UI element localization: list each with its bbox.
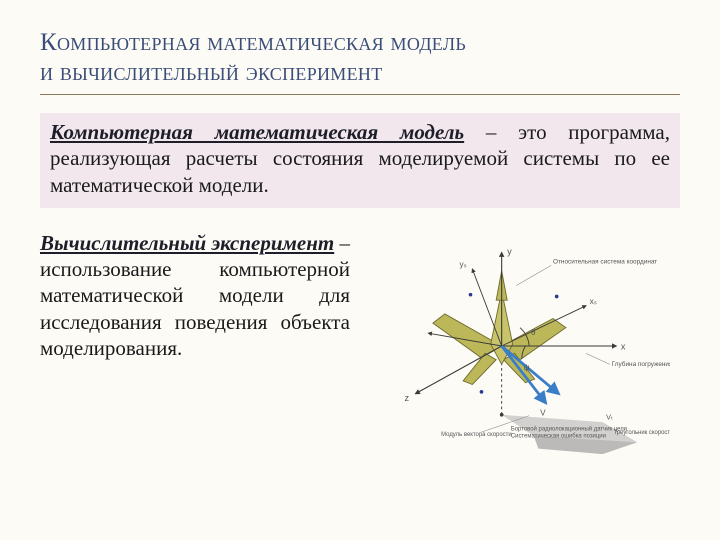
slide: Компьютерная математическая модель и выч… bbox=[0, 0, 720, 540]
label-rel-coord: Относительная система координат bbox=[553, 258, 657, 265]
definition-2-term: Вычислительный эксперимент bbox=[40, 231, 334, 255]
row-2: Вычислительный эксперимент – использован… bbox=[40, 230, 680, 456]
ground-origin-dot bbox=[500, 413, 504, 417]
axis-z bbox=[416, 346, 502, 394]
axis-ys-label: yₛ bbox=[460, 260, 467, 269]
label-depth: Глубина погружения bbox=[612, 360, 670, 368]
axis-z-label: z bbox=[405, 393, 410, 403]
dot-3 bbox=[480, 390, 484, 394]
label-rel-coord-t: Относительная система координат bbox=[553, 258, 657, 265]
leader-rel bbox=[516, 265, 551, 285]
title-line-1: Компьютерная математическая модель bbox=[40, 29, 466, 56]
dot-2 bbox=[555, 294, 559, 298]
axis-vt-label: Vₜ bbox=[606, 412, 613, 421]
diagram-container: x y z xₛ yₛ V θ ψ bbox=[360, 230, 680, 456]
title-rule bbox=[40, 94, 680, 95]
definition-1-box: Компьютерная математическая модель – это… bbox=[40, 113, 680, 208]
angle-psi-label: ψ bbox=[524, 363, 530, 372]
axis-v-label: V bbox=[540, 408, 546, 417]
dot-1 bbox=[469, 293, 473, 297]
title-line-2: и вычислительный эксперимент bbox=[40, 59, 383, 86]
axis-y-label: y bbox=[507, 246, 512, 256]
label-sigma: Систематическая ошибка позиции bbox=[511, 433, 606, 439]
definition-2-box: Вычислительный эксперимент – использован… bbox=[40, 230, 350, 361]
definition-1-term: Компьютерная математическая модель bbox=[50, 120, 464, 144]
axis-xs-label: xₛ bbox=[590, 297, 597, 306]
slide-title: Компьютерная математическая модель и выч… bbox=[40, 28, 680, 88]
model-diagram: x y z xₛ yₛ V θ ψ bbox=[370, 236, 670, 456]
label-vecmod: Модуль вектора скорости bbox=[441, 432, 512, 438]
axis-x-label: x bbox=[621, 341, 626, 351]
aircraft-icon bbox=[433, 271, 566, 385]
label-tri: Треугольник скоростей bbox=[614, 429, 671, 436]
angle-theta-label: θ bbox=[531, 328, 536, 337]
leader-depth bbox=[586, 353, 610, 364]
label-radar: Бортовой радиолокационный датчик цели bbox=[511, 425, 627, 432]
